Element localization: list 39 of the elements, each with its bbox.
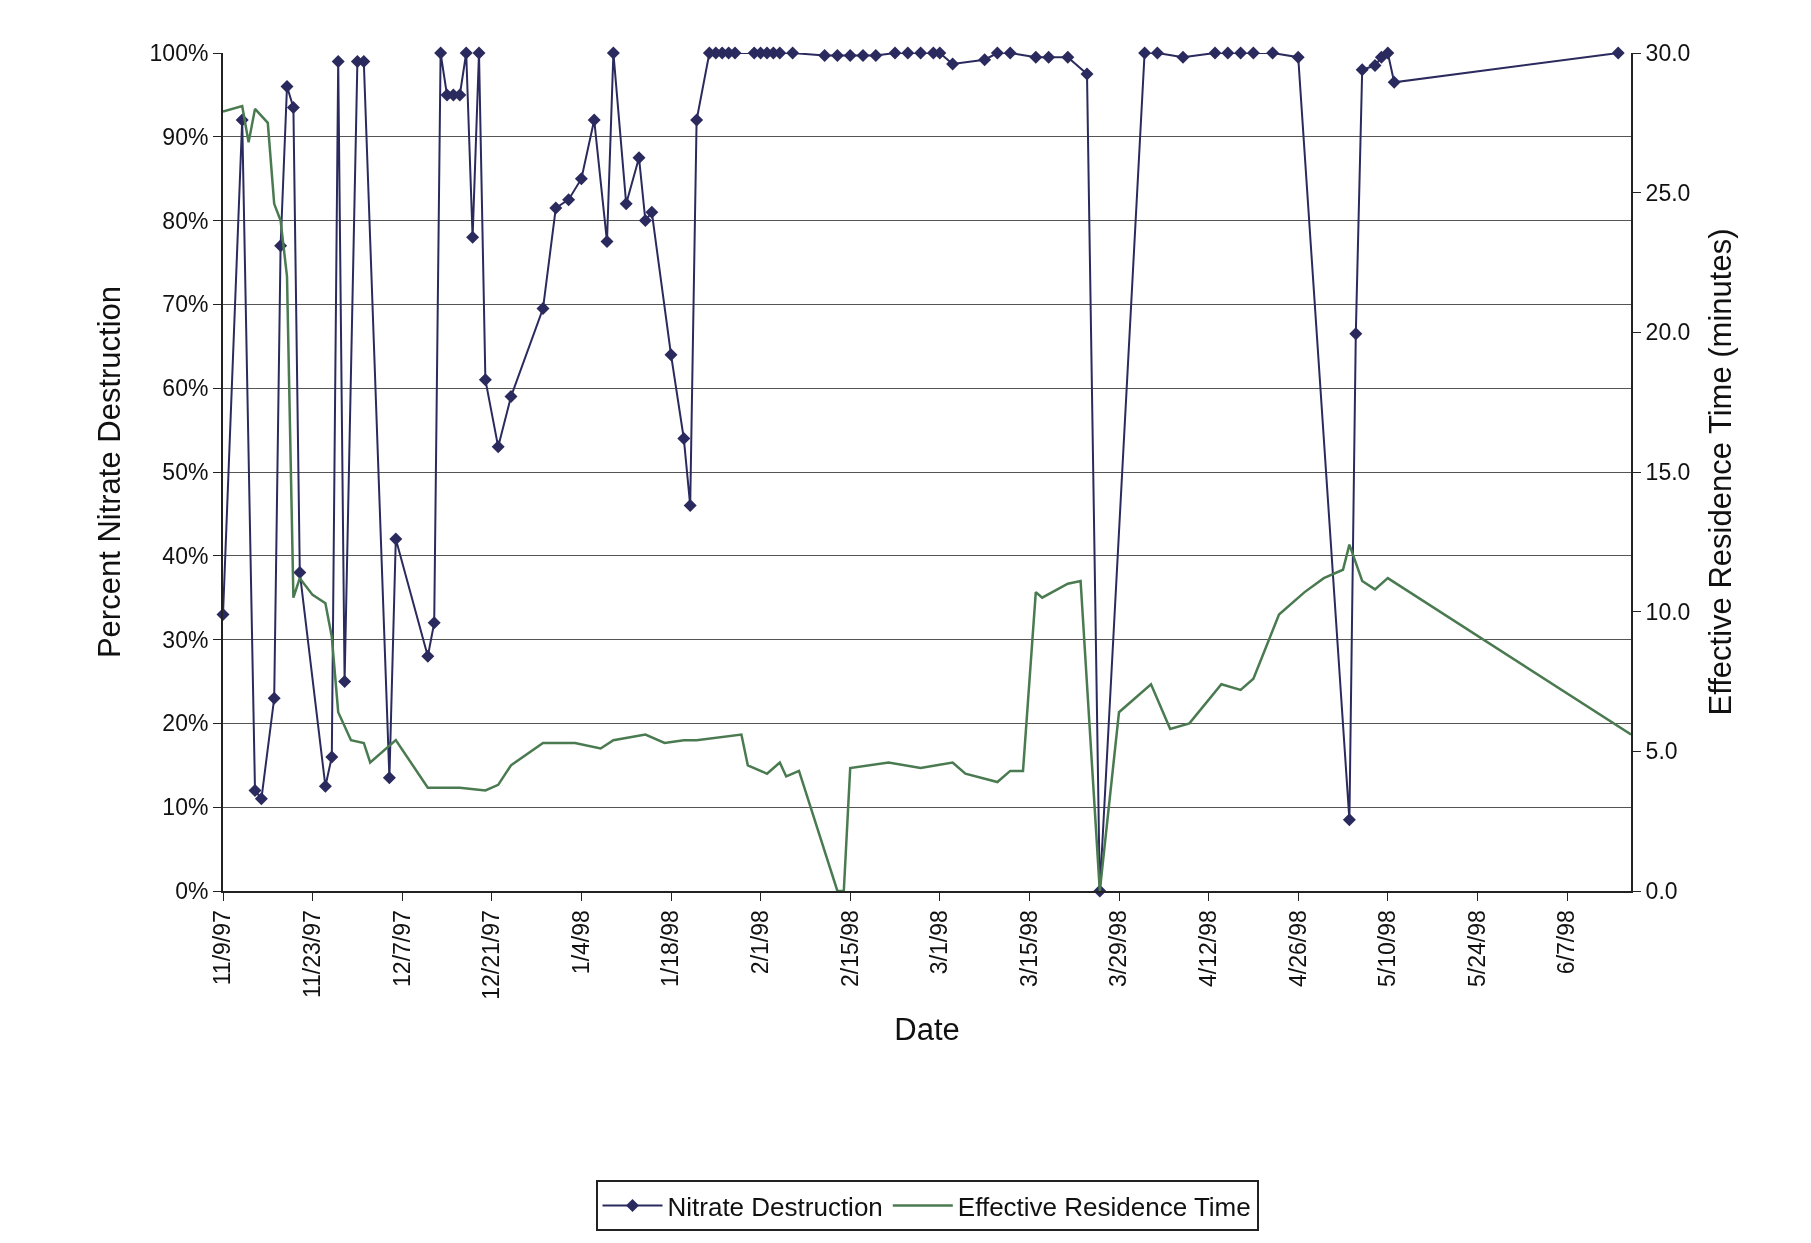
y-tick-label: 0% bbox=[175, 878, 209, 905]
y2-tick-label: 0.0 bbox=[1645, 878, 1678, 905]
x-tick-label: 12/7/97 bbox=[388, 910, 415, 987]
y-axis-title: Percent Nitrate Destruction bbox=[91, 285, 127, 659]
x-tick-label: 2/1/98 bbox=[747, 910, 774, 975]
y-tick-label: 100% bbox=[149, 40, 209, 67]
y-tick-label: 80% bbox=[162, 207, 209, 234]
x-tick-label: 5/24/98 bbox=[1463, 910, 1490, 987]
x-tick-label: 11/23/97 bbox=[299, 910, 326, 999]
y-tick-label: 90% bbox=[162, 123, 209, 150]
x-tick-label: 2/15/98 bbox=[836, 910, 863, 987]
y2-tick-label: 30.0 bbox=[1645, 40, 1691, 67]
x-tick-label: 6/7/98 bbox=[1553, 910, 1580, 975]
y2-axis-title: Effective Residence Time (minutes) bbox=[1703, 228, 1739, 716]
y2-tick-label: 15.0 bbox=[1645, 459, 1691, 486]
y-tick-label: 40% bbox=[162, 542, 209, 569]
x-tick-label: 5/10/98 bbox=[1374, 910, 1401, 987]
y-tick-label: 60% bbox=[162, 375, 209, 402]
x-tick-label: 1/4/98 bbox=[567, 910, 594, 975]
y2-tick-label: 5.0 bbox=[1645, 738, 1678, 765]
x-tick-label: 11/9/97 bbox=[209, 910, 236, 986]
y2-tick-label: 20.0 bbox=[1645, 319, 1691, 346]
x-tick-label: 3/15/98 bbox=[1015, 910, 1042, 987]
x-axis-title: Date bbox=[894, 1012, 960, 1048]
y-tick-label: 20% bbox=[162, 710, 209, 737]
y-tick-label: 10% bbox=[162, 794, 209, 821]
y-tick-label: 30% bbox=[162, 626, 209, 653]
legend-label: Nitrate Destruction bbox=[667, 1191, 883, 1222]
y-tick-label: 50% bbox=[162, 459, 209, 486]
y2-tick-label: 25.0 bbox=[1645, 179, 1691, 206]
x-tick-label: 3/1/98 bbox=[926, 910, 953, 975]
x-tick-label: 3/29/98 bbox=[1105, 910, 1132, 987]
y-tick-label: 70% bbox=[162, 291, 209, 318]
x-tick-label: 4/26/98 bbox=[1284, 910, 1311, 987]
y2-tick-label: 10.0 bbox=[1645, 598, 1691, 625]
legend-label: Effective Residence Time bbox=[957, 1191, 1251, 1222]
x-tick-label: 4/12/98 bbox=[1195, 910, 1222, 987]
x-tick-label: 12/21/97 bbox=[478, 910, 505, 1000]
x-tick-label: 1/18/98 bbox=[657, 910, 684, 987]
